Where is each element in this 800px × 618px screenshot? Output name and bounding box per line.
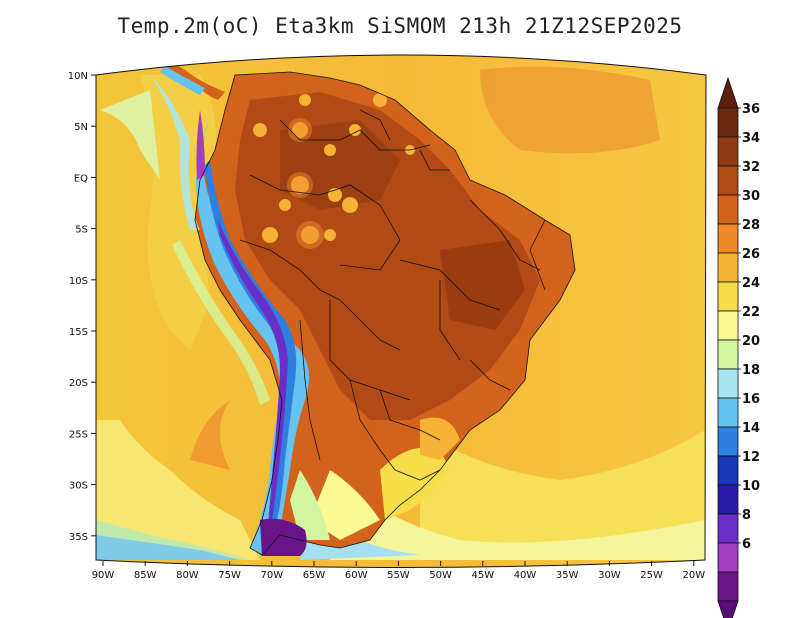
lon-tick-label: 70W xyxy=(260,570,283,581)
lat-tick-label: EQ xyxy=(74,173,88,184)
lon-tick-label: 45W xyxy=(471,570,494,581)
colorbar-label: 12 xyxy=(742,450,760,465)
latitude-axis: 10N 5N EQ 5S 10S 15S 20S 25S 30S 35S xyxy=(68,71,96,543)
lon-tick-label: 85W xyxy=(134,570,157,581)
south-pacific-cool xyxy=(96,420,260,560)
colorbar-swatch xyxy=(717,107,739,138)
longitude-axis: 90W 85W 80W 75W 70W 65W 60W 55W 50W 45W 40W 35W 30W 2… xyxy=(92,561,705,581)
patagonia-cool xyxy=(290,470,330,540)
northeast-hot-zone xyxy=(440,240,525,330)
lat-tick-label: 5N xyxy=(74,122,88,133)
argentina-cool xyxy=(310,470,380,540)
colorbar-label: 32 xyxy=(742,160,760,175)
colorbar-label: 34 xyxy=(742,131,760,146)
colorbar-label: 6 xyxy=(742,537,751,552)
lon-tick-label: 40W xyxy=(514,570,537,581)
lon-tick-label: 25W xyxy=(640,570,663,581)
colorbar-label: 10 xyxy=(742,479,760,494)
colorbar-swatch xyxy=(717,571,739,602)
peru-coast-cool xyxy=(172,240,270,405)
south-atlantic-cool xyxy=(420,430,705,560)
pacific-coast-cool xyxy=(150,75,200,230)
colorbar-swatch xyxy=(717,484,739,515)
south-brazil-warm xyxy=(420,417,460,460)
south-atlantic-cooler xyxy=(330,470,705,560)
lat-tick-label: 10S xyxy=(69,276,88,287)
lat-tick-label: 15S xyxy=(69,327,88,338)
lon-tick-label: 50W xyxy=(429,570,452,581)
colorbar-swatch xyxy=(717,542,739,573)
colorbar-swatch xyxy=(717,310,739,341)
map-title: Temp.2m(oC) Eta3km SiSMOM 213h 21Z12SEP2… xyxy=(117,14,683,38)
lon-tick-label: 35W xyxy=(556,570,579,581)
lon-tick-label: 55W xyxy=(387,570,410,581)
colorbar-swatch xyxy=(717,426,739,457)
lat-tick-label: 20S xyxy=(69,378,88,389)
colorbar-label: 8 xyxy=(742,508,751,523)
andes-coldest-band xyxy=(218,220,288,540)
colorbar-label: 16 xyxy=(742,392,760,407)
lon-tick-label: 75W xyxy=(218,570,241,581)
colorbar-swatch xyxy=(717,368,739,399)
colorbar-label: 26 xyxy=(742,247,760,262)
map-domain xyxy=(96,55,706,568)
amazon-warm-spots xyxy=(287,118,324,249)
lat-tick-label: 35S xyxy=(69,532,88,543)
pacific-cool-patch xyxy=(100,90,160,180)
south-atlantic-cold xyxy=(300,510,420,560)
colorbar-swatch xyxy=(717,281,739,312)
colorbar-label: 20 xyxy=(742,334,760,349)
colorbar-label: 14 xyxy=(742,421,760,436)
northern-andes-cold xyxy=(196,110,205,180)
colorbar-bottom-arrow xyxy=(717,600,739,618)
colorbar-swatch xyxy=(717,223,739,254)
uruguay-cooler xyxy=(380,447,450,520)
colorbar-swatch xyxy=(717,194,739,225)
lat-tick-label: 30S xyxy=(69,481,88,492)
colorbar-top-arrow xyxy=(717,76,739,109)
lat-tick-label: 25S xyxy=(69,429,88,440)
colorbar-label: 22 xyxy=(742,305,760,320)
colorbar-label: 36 xyxy=(742,102,760,117)
colorbar-swatch xyxy=(717,252,739,283)
colorbar-swatch xyxy=(717,136,739,167)
lon-tick-label: 20W xyxy=(682,570,705,581)
pacific-warm-patch xyxy=(190,400,230,470)
lon-tick-label: 30W xyxy=(598,570,621,581)
north-atlantic-warm xyxy=(480,66,660,154)
lon-tick-label: 65W xyxy=(303,570,326,581)
colorbar-swatch xyxy=(717,513,739,544)
colorbar-swatch xyxy=(717,455,739,486)
lon-tick-label: 90W xyxy=(92,570,115,581)
colorbar-label: 24 xyxy=(742,276,760,291)
colorbar-swatch xyxy=(717,339,739,370)
colorbar-label: 30 xyxy=(742,189,760,204)
colorbar-label: 18 xyxy=(742,363,760,378)
lon-tick-label: 80W xyxy=(176,570,199,581)
political-boundaries xyxy=(194,71,576,556)
lat-tick-label: 5S xyxy=(75,225,88,236)
colorbar-swatch xyxy=(717,165,739,196)
lon-tick-label: 60W xyxy=(345,570,368,581)
colorbar-swatch xyxy=(717,397,739,428)
lat-tick-label: 10N xyxy=(68,71,88,82)
central-america-cool xyxy=(160,66,205,95)
andes-colder-band xyxy=(205,160,297,550)
colorbar-label: 28 xyxy=(742,218,760,233)
colorbar: 36 34 32 30 28 26 24 22 20 18 16 14 12 10 8 6 xyxy=(717,76,760,618)
southern-andes-cold xyxy=(260,518,307,556)
map-frame xyxy=(95,54,707,568)
far-south-cold xyxy=(96,535,240,560)
